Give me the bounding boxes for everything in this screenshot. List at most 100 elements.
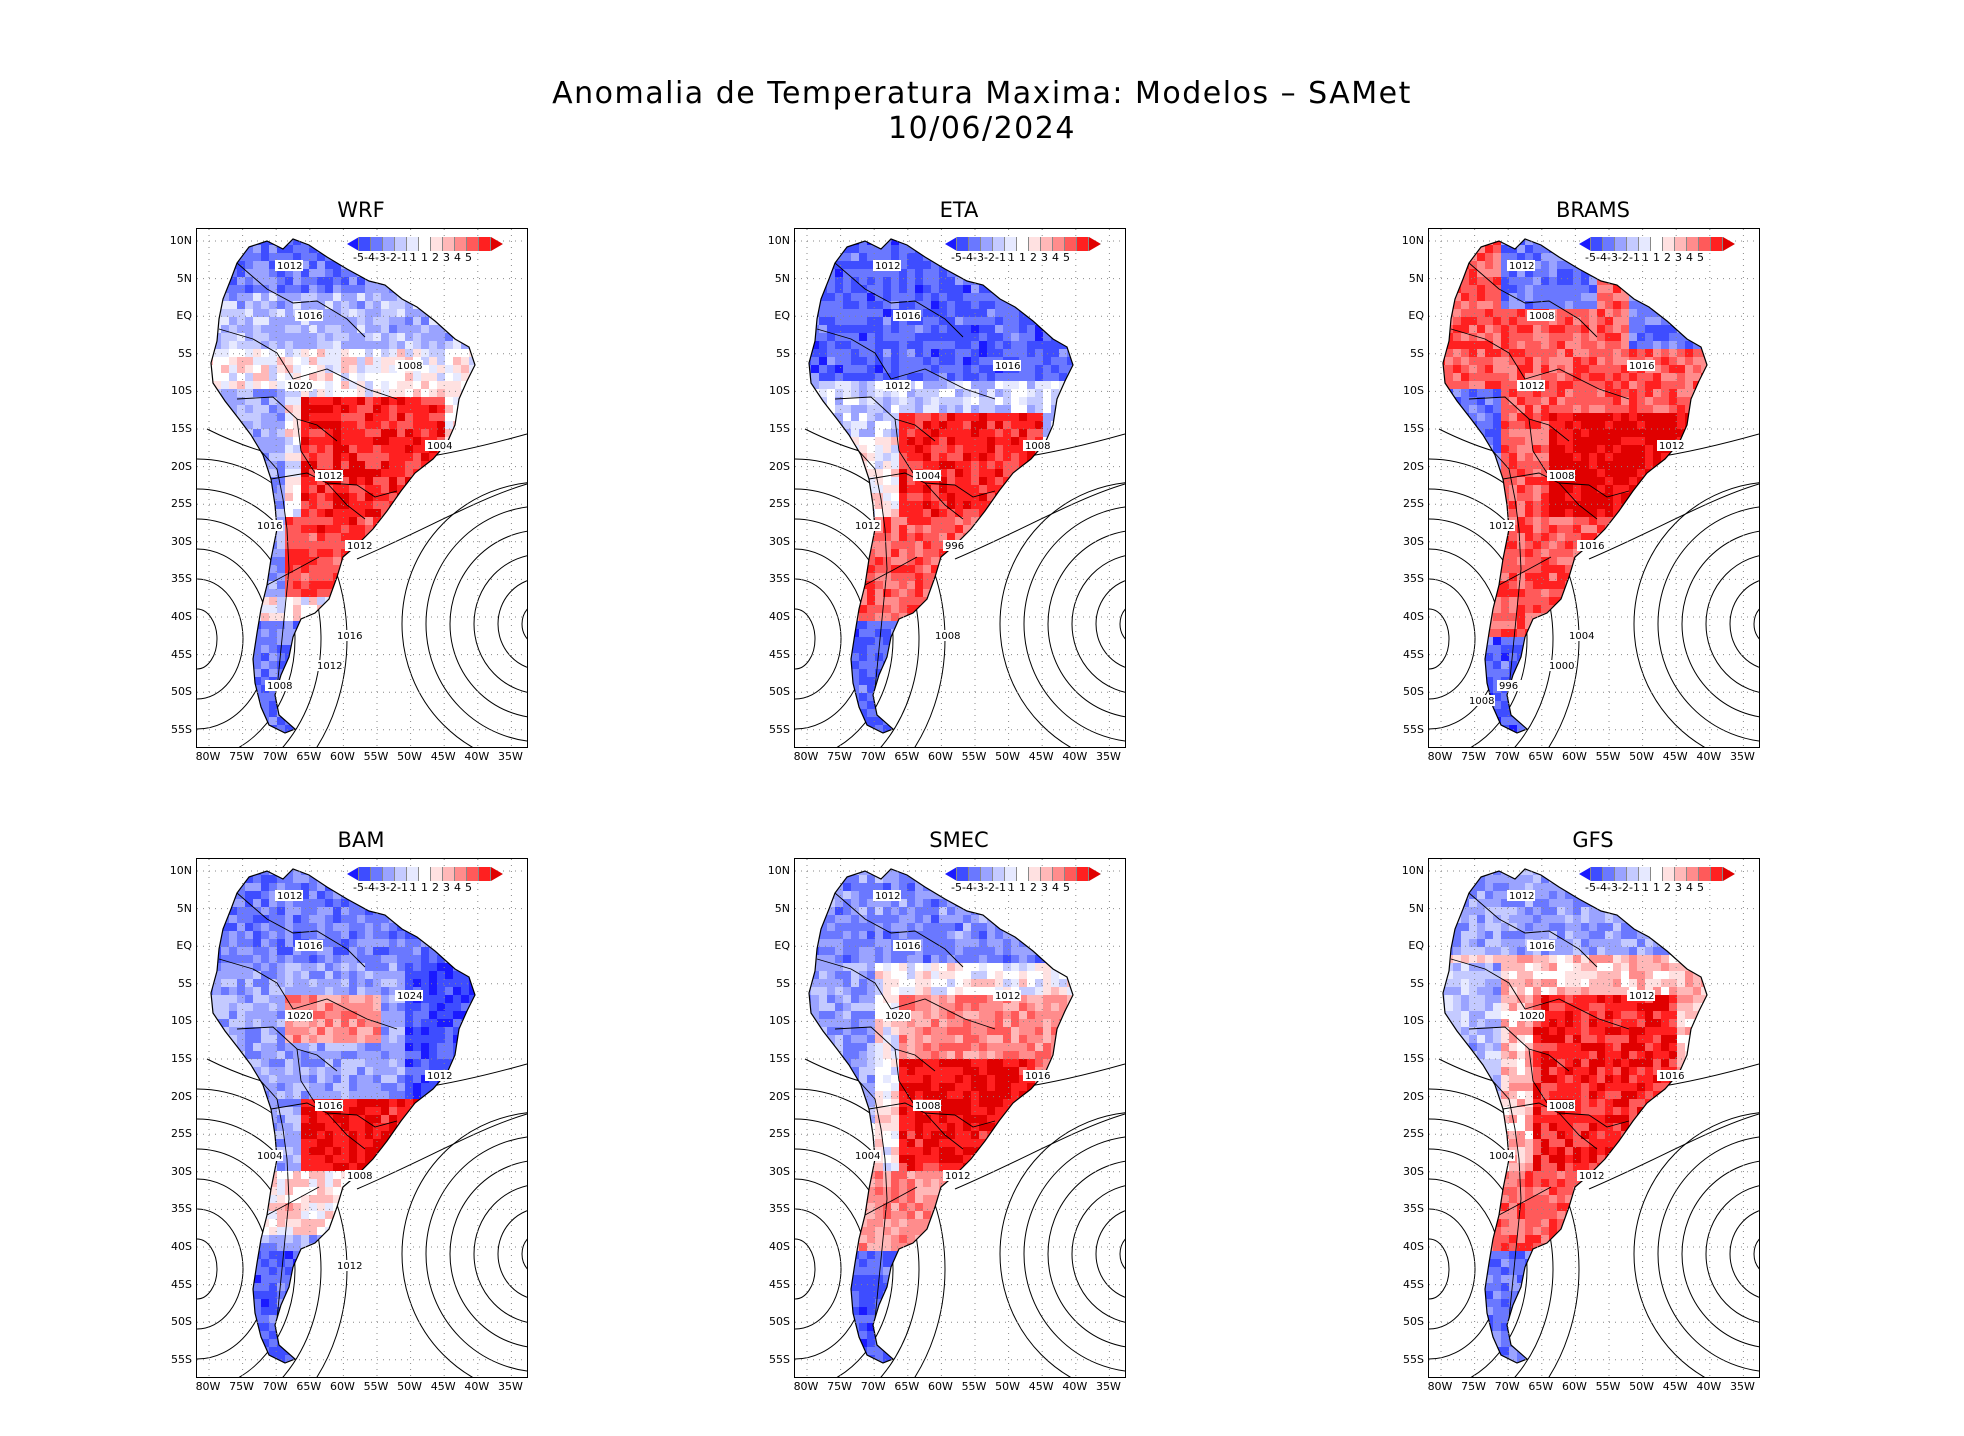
colorbar-swatch [957,237,969,251]
map-frame: 1012 1016 1020 1008 1004 1012 1016 1012 1016 1008… [196,228,528,748]
lat-label: 15S [171,422,192,435]
lat-label: 50S [171,685,192,699]
colorbar-swatch [479,237,491,251]
lon-label: 50W [1629,1380,1655,1393]
colorbar-swatch [467,237,479,251]
colorbar-label: 1 [1019,251,1026,264]
lat-label: 10N [1401,864,1424,877]
colorbar-swatch [359,237,371,251]
lon-label: 70W [1494,750,1520,763]
colorbar-swatch [1029,867,1041,881]
map-frame: 1012 1016 1020 1012 1016 1008 1004 1012 -5 -4 -3 -2… [1428,858,1760,1378]
lat-label: 25S [171,497,192,511]
isobar-label-bg [315,1100,343,1111]
lat-label: 55S [171,722,192,736]
country-border [1450,958,1526,1010]
colorbar-label: 2 [432,881,439,894]
colorbar-label: 1 [1642,251,1649,264]
isobar-label-bg [285,380,313,391]
map-svg: 1012 1016 1012 1016 1008 1004 1012 996 1008 [795,229,1125,747]
coastline [210,238,476,734]
colorbar-swatch [1089,867,1101,881]
lon-label: 80W [1427,1380,1453,1393]
lon-label: 55W [1595,1380,1621,1393]
lat-label: 30S [171,1164,192,1178]
lat-label: 10N [767,864,790,877]
colorbar-swatch [1675,237,1687,251]
lat-label: 20S [769,1089,790,1103]
lat-label: 45S [171,1277,192,1291]
colorbar-label: -1 [995,881,1006,894]
isobar-label-bg [1517,380,1545,391]
lat-label: 30S [769,534,790,548]
isobar-label: 1012 [427,1071,452,1082]
colorbar-swatch [1065,237,1077,251]
lat-label: 5S [1410,976,1424,990]
colorbar-swatch [957,867,969,881]
lon-label: 65W [894,750,920,763]
lat-label: 5S [776,346,790,360]
isobar-label: 1016 [895,311,920,322]
colorbar-label: 5 [1063,251,1070,264]
lon-label: 45W [1662,1380,1688,1393]
country-border [326,1112,366,1150]
country-border [1528,418,1548,474]
isobar-label-bg [1527,940,1555,951]
country-border [894,418,914,474]
lon-label: 40W [1062,750,1088,763]
colorbar-swatch [419,867,431,881]
colorbar-label: 5 [1063,881,1070,894]
lat-label: 40S [1403,610,1424,623]
colorbar-swatch [993,237,1005,251]
colorbar-label: -5 [951,881,962,894]
colorbar-label: -4 [962,251,973,264]
lat-label: 40S [769,1240,790,1253]
country-border [258,1078,290,1320]
colorbar-swatch [1579,867,1591,881]
lon-label: 75W [827,1380,853,1393]
colorbar-legend: -5 -4 -3 -2 -1 1 1 2 3 4 5 [945,867,1101,894]
isobar-label: 1008 [397,361,422,372]
country-border [864,556,918,586]
isobar-label: 1012 [1629,991,1654,1002]
colorbar-swatch [1053,867,1065,881]
coastline [1442,238,1708,734]
colorbar-swatch [455,867,467,881]
colorbar-label: 1 [421,251,428,264]
isobar-label: 1004 [915,471,940,482]
colorbar-swatch [1065,867,1077,881]
country-border [954,484,996,498]
isobar-label: 1004 [427,441,452,452]
lon-label: 55W [961,1380,987,1393]
isobar-label: 1016 [337,631,362,642]
colorbar-swatch [443,867,455,881]
colorbar-swatch [1017,237,1029,251]
lon-label: 50W [995,1380,1021,1393]
isobar-label-bg [275,890,303,901]
lat-label: 15S [769,422,790,435]
country-border [326,482,366,520]
lon-label: 60W [329,750,355,763]
isobar-label-bg [1627,990,1655,1001]
colorbar-swatch [455,237,467,251]
lat-label: 35S [1403,572,1424,586]
panel-title: ETA [939,198,979,222]
lat-label: 10S [171,1014,192,1028]
lon-label: 35W [1729,750,1755,763]
colorbar-label: 3 [1041,881,1048,894]
country-border [296,418,316,474]
colorbar-swatch [945,237,957,251]
panel-title: GFS [1572,828,1614,852]
lat-label: 25S [769,1127,790,1141]
lon-label: 45W [1028,750,1054,763]
colorbar-label: 1 [410,881,417,894]
lat-label: 35S [769,1202,790,1216]
lon-label: 45W [430,1380,456,1393]
country-border [1498,1186,1552,1216]
lat-label: 45S [1403,1277,1424,1291]
colorbar-swatch [1663,237,1675,251]
colorbar-label: -2 [386,251,397,264]
country-border [856,1078,888,1320]
colorbar-swatch [1723,237,1735,251]
map-svg: 1012 1016 1020 1012 1016 1008 1004 1012 [1429,859,1759,1377]
